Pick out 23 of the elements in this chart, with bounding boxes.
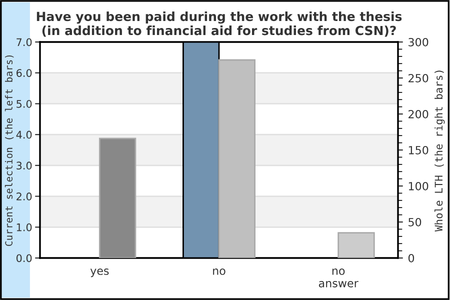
bar — [338, 232, 375, 258]
y2-tick-label: 200 — [408, 110, 428, 118]
y2-tick-label: 150 — [408, 146, 428, 154]
y-tick-label: 7.0 — [16, 38, 32, 46]
bar — [98, 138, 136, 258]
y2-tick-label: 300 — [408, 38, 428, 46]
x-tick-label: no — [213, 268, 226, 275]
y2-tick-label: 100 — [408, 182, 428, 190]
y-tick-label: 4.0 — [16, 130, 32, 139]
y2-tick-label: 0 — [408, 254, 414, 262]
y2-tick-label: 50 — [408, 218, 422, 226]
y2-tick-label: 250 — [408, 74, 428, 82]
x-tick-label: no answer — [318, 268, 358, 288]
y-tick-label: 6.0 — [16, 69, 32, 77]
y-tick-label: 5.0 — [16, 100, 32, 108]
y-axis-title: Current selection (the left bars) — [4, 55, 14, 246]
x-tick-label: yes — [90, 268, 109, 278]
y2-axis-title: Whole LTH (the right bars) — [434, 70, 445, 232]
y-tick-label: 1.0 — [16, 223, 32, 232]
y-tick-label: 3.0 — [16, 162, 32, 170]
y-tick-label: 0.0 — [16, 254, 32, 262]
chart-title: Have you been paid during the work with the thesis (in addition to financial aid for studies from CSN)? — [36, 11, 402, 37]
y-tick-label: 2.0 — [16, 192, 32, 200]
